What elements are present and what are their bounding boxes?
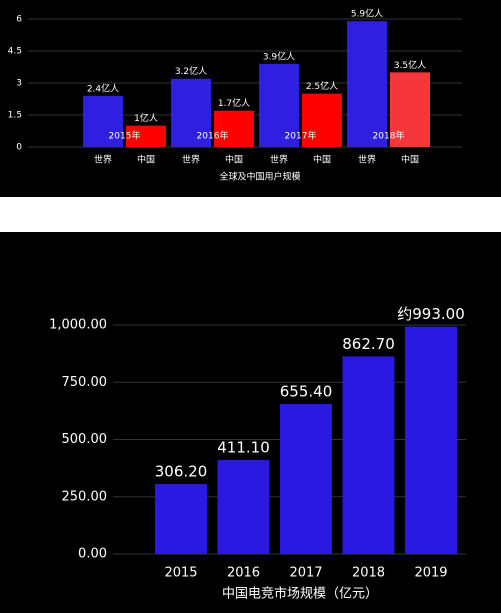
bar <box>155 483 207 554</box>
bar <box>390 72 430 147</box>
value-label: 3.2亿人 <box>175 65 207 77</box>
bar <box>302 93 342 147</box>
x-tick-label: 中国 <box>313 154 331 166</box>
y-tick-label: 6 <box>16 15 22 25</box>
bar <box>405 326 457 554</box>
bar <box>171 78 211 147</box>
value-label: 约993.00 <box>397 305 465 323</box>
y-tick-label: 0.00 <box>78 547 107 562</box>
x-tick-label: 世界 <box>270 154 288 166</box>
y-tick-label: 3 <box>16 79 22 89</box>
category-label: 2017年 <box>285 130 317 142</box>
value-label: 862.70 <box>342 335 395 353</box>
x-tick-label: 中国 <box>137 154 155 166</box>
value-label: 655.40 <box>280 382 333 400</box>
x-tick-label: 世界 <box>94 154 112 166</box>
x-tick-label: 2018 <box>352 566 385 581</box>
x-tick-label: 中国 <box>401 154 419 166</box>
y-tick-label: 1,000.00 <box>49 318 107 333</box>
bar <box>214 110 254 147</box>
value-label: 2.5亿人 <box>306 80 338 92</box>
x-tick-label: 世界 <box>182 154 200 166</box>
value-label: 3.5亿人 <box>394 59 426 71</box>
category-label: 2016年 <box>197 130 229 142</box>
value-label: 1.7亿人 <box>218 97 250 109</box>
y-tick-label: 4.5 <box>8 47 22 57</box>
y-tick-label: 750.00 <box>62 375 108 390</box>
value-label: 306.20 <box>155 462 208 480</box>
category-label: 2018年 <box>373 130 405 142</box>
bar <box>342 356 395 554</box>
bar <box>126 125 166 147</box>
y-tick-label: 500.00 <box>62 432 108 447</box>
x-axis-title: 中国电竞市场规模（亿元） <box>222 586 378 602</box>
value-label: 1亿人 <box>134 112 158 124</box>
category-label: 2015年 <box>109 130 141 142</box>
bar <box>259 63 299 147</box>
x-tick-label: 2016 <box>227 566 260 581</box>
value-label: 411.10 <box>217 438 270 456</box>
y-tick-label: 250.00 <box>62 489 108 504</box>
bar <box>280 403 332 554</box>
y-tick-label: 0 <box>16 143 22 153</box>
value-label: 5.9亿人 <box>351 8 383 20</box>
bar <box>217 459 270 554</box>
bar <box>83 95 123 147</box>
value-label: 3.9亿人 <box>263 50 295 62</box>
x-axis-title: 全球及中国用户规模 <box>219 171 300 183</box>
x-tick-label: 中国 <box>225 154 243 166</box>
x-tick-label: 2019 <box>414 566 447 581</box>
y-tick-label: 1.5 <box>8 111 22 121</box>
x-tick-label: 2017 <box>289 566 322 581</box>
x-tick-label: 2015 <box>164 566 197 581</box>
x-tick-label: 世界 <box>358 154 376 166</box>
value-label: 2.4亿人 <box>87 82 119 94</box>
bar <box>347 21 387 148</box>
